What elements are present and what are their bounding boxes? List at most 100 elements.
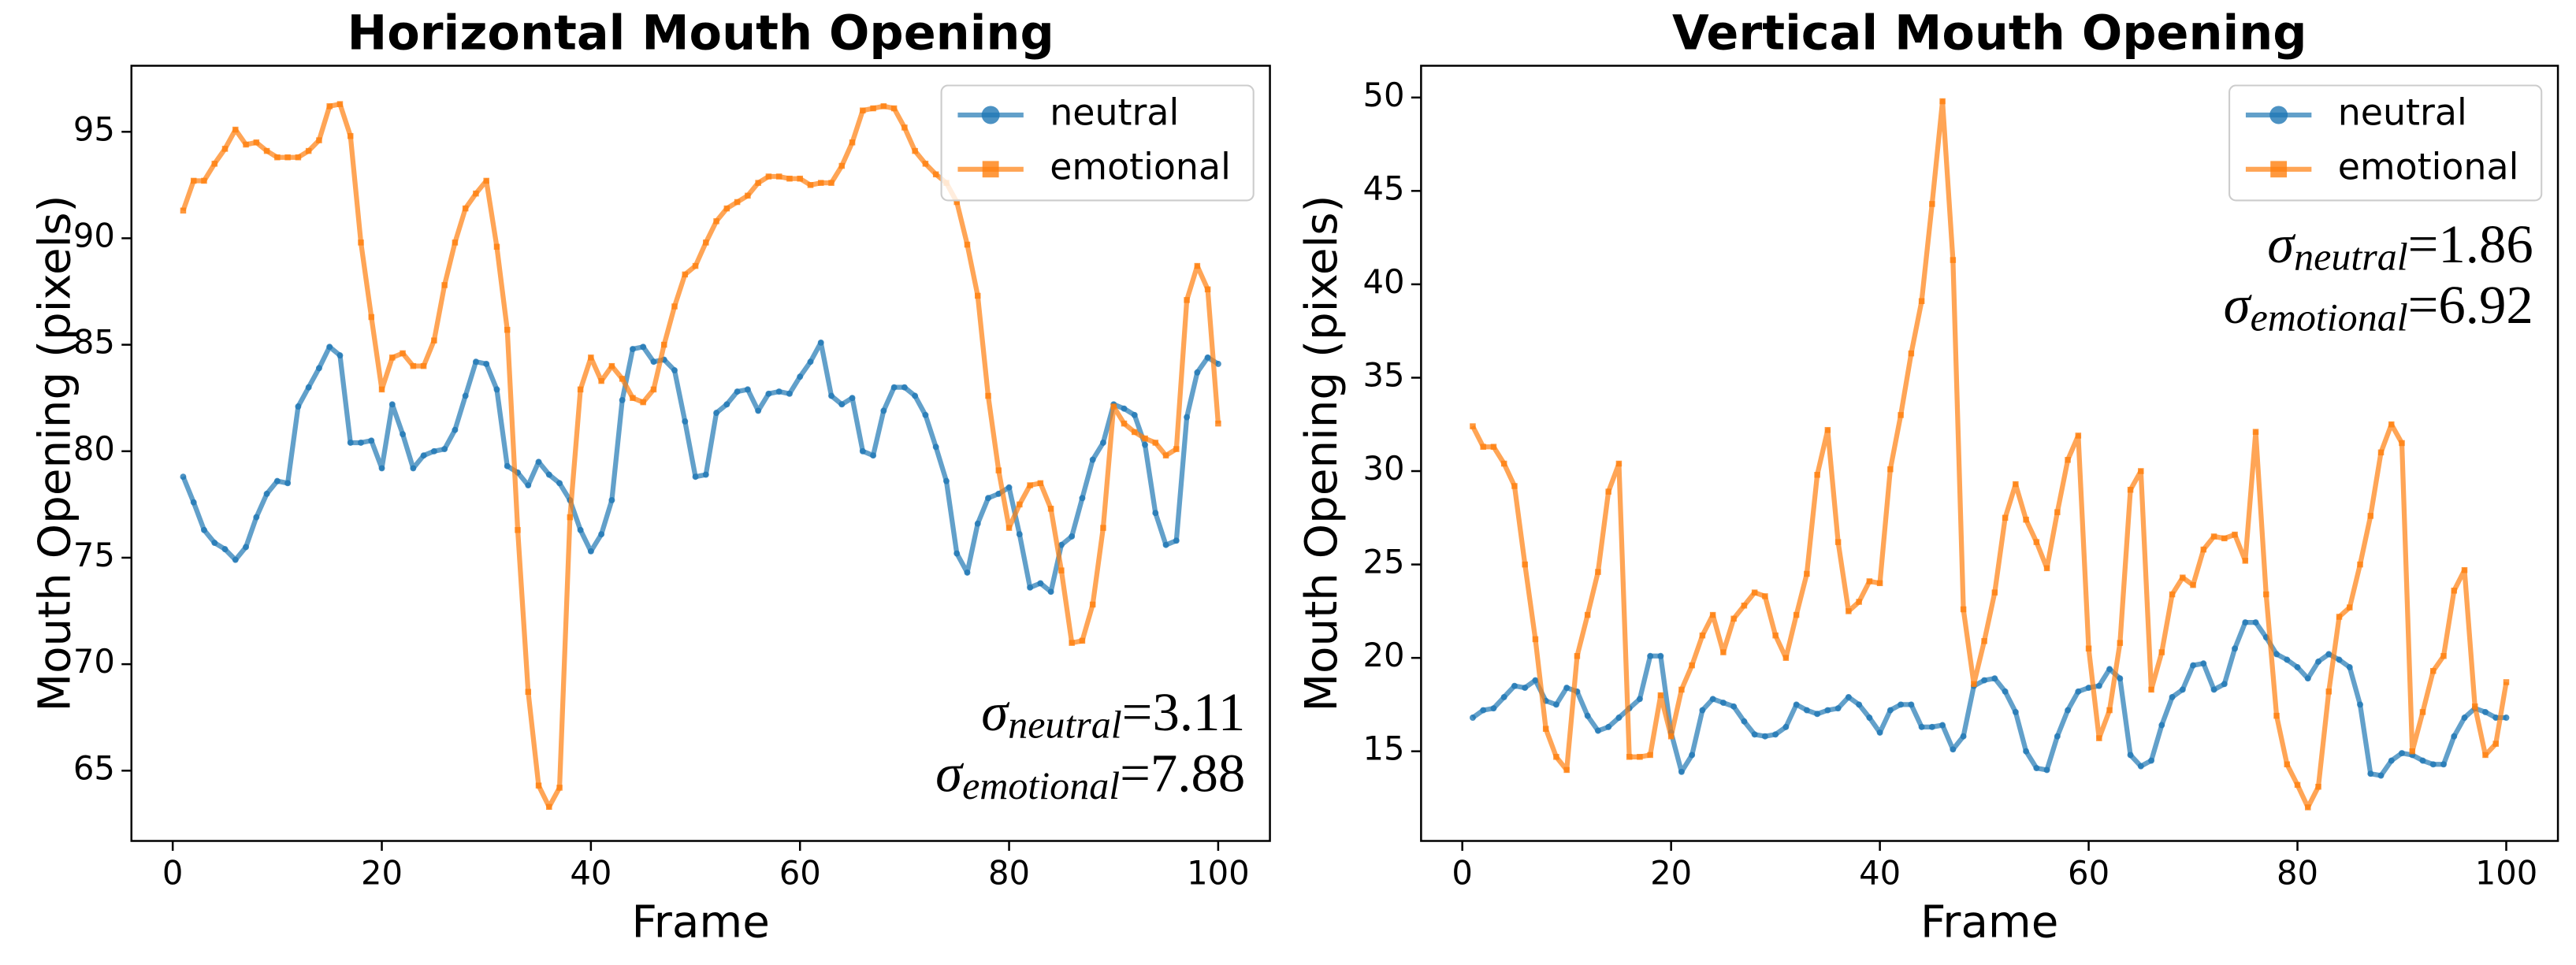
point-marker <box>1751 731 1758 738</box>
point-marker <box>2273 712 2280 719</box>
point-marker <box>1981 677 1988 684</box>
point-marker <box>326 343 333 351</box>
point-marker <box>1751 589 1758 596</box>
point-marker <box>1814 472 1820 478</box>
point-marker <box>765 390 772 397</box>
point-marker <box>378 465 385 472</box>
point-marker <box>336 352 344 359</box>
point-marker <box>828 392 835 399</box>
y-tick-label: 70 <box>73 642 115 681</box>
point-marker <box>1005 525 1013 531</box>
point-marker <box>1184 414 1191 421</box>
y-tick-label: 15 <box>1362 729 1404 768</box>
point-marker <box>2252 619 2259 626</box>
x-axis-label: Frame <box>631 896 769 948</box>
point-marker <box>431 337 437 343</box>
point-marker <box>2357 561 2363 568</box>
stat-value: =7.88 <box>1120 743 1245 803</box>
point-marker <box>232 126 239 133</box>
point-marker <box>441 446 448 453</box>
point-marker <box>2033 539 2040 545</box>
point-marker <box>493 386 500 393</box>
point-marker <box>2294 781 2301 789</box>
stat-subscript: emotional <box>962 763 1120 807</box>
point-marker <box>1647 652 1654 659</box>
point-marker <box>2200 660 2207 667</box>
point-marker <box>2325 651 2333 658</box>
point-marker <box>849 139 856 146</box>
point-marker <box>1782 723 1790 730</box>
point-marker <box>336 101 344 107</box>
point-marker <box>995 467 1002 473</box>
point-marker <box>1761 733 1768 740</box>
point-marker <box>2461 566 2468 573</box>
point-marker <box>1047 588 1054 596</box>
point-marker <box>253 514 260 521</box>
point-marker <box>295 403 302 410</box>
point-marker <box>1636 696 1643 703</box>
point-marker <box>2451 588 2458 594</box>
point-marker <box>932 444 939 451</box>
point-marker <box>1824 427 1831 433</box>
point-marker <box>2388 421 2395 428</box>
point-marker <box>1215 420 1221 427</box>
point-marker <box>1132 429 1138 436</box>
point-marker <box>1162 541 1169 548</box>
stat-annotation: σneutral=1.86 <box>2267 214 2533 279</box>
point-marker <box>1887 466 1894 473</box>
point-marker <box>974 520 981 527</box>
point-marker <box>400 431 407 438</box>
point-marker <box>284 480 292 487</box>
point-marker <box>692 262 699 269</box>
stat-value: =1.86 <box>2408 214 2533 274</box>
point-marker <box>2263 591 2269 598</box>
point-marker <box>734 199 741 206</box>
point-marker <box>577 526 584 533</box>
point-marker <box>546 804 552 811</box>
point-marker <box>1689 752 1696 759</box>
point-marker <box>452 426 459 433</box>
point-marker <box>985 392 991 399</box>
point-marker <box>263 147 270 154</box>
point-marker <box>1469 714 1476 721</box>
point-marker <box>1069 640 1075 646</box>
point-marker <box>817 180 824 186</box>
point-marker <box>1194 262 1201 269</box>
y-tick-label: 40 <box>1362 262 1404 301</box>
point-marker <box>2347 604 2353 611</box>
point-marker <box>1709 696 1716 703</box>
point-marker <box>1131 411 1138 418</box>
point-marker <box>901 384 908 391</box>
point-marker <box>2409 748 2416 755</box>
point-marker <box>2179 686 2186 693</box>
point-marker <box>660 341 667 348</box>
point-marker <box>2336 614 2343 620</box>
point-marker <box>1552 701 1559 708</box>
x-tick-label: 80 <box>2277 853 2318 892</box>
point-marker <box>1908 350 1915 357</box>
point-marker <box>400 350 406 357</box>
point-marker <box>462 392 469 399</box>
point-marker <box>1480 444 1486 450</box>
point-marker <box>1480 707 1487 714</box>
point-marker <box>211 540 218 546</box>
point-marker <box>734 388 741 395</box>
point-marker <box>358 440 364 446</box>
point-marker <box>608 362 615 369</box>
point-marker <box>619 376 626 382</box>
point-marker <box>567 514 574 521</box>
point-marker <box>713 218 719 225</box>
point-marker <box>430 447 437 455</box>
point-marker <box>504 326 511 333</box>
point-marker <box>253 139 260 146</box>
stat-value: =6.92 <box>2408 275 2533 335</box>
point-marker <box>912 392 919 399</box>
point-marker <box>1667 733 1675 740</box>
point-marker <box>807 182 814 188</box>
point-marker <box>2117 640 2124 646</box>
point-marker <box>964 241 971 248</box>
x-tick-label: 40 <box>570 853 611 892</box>
point-marker <box>316 137 322 143</box>
point-marker <box>1856 701 1863 708</box>
